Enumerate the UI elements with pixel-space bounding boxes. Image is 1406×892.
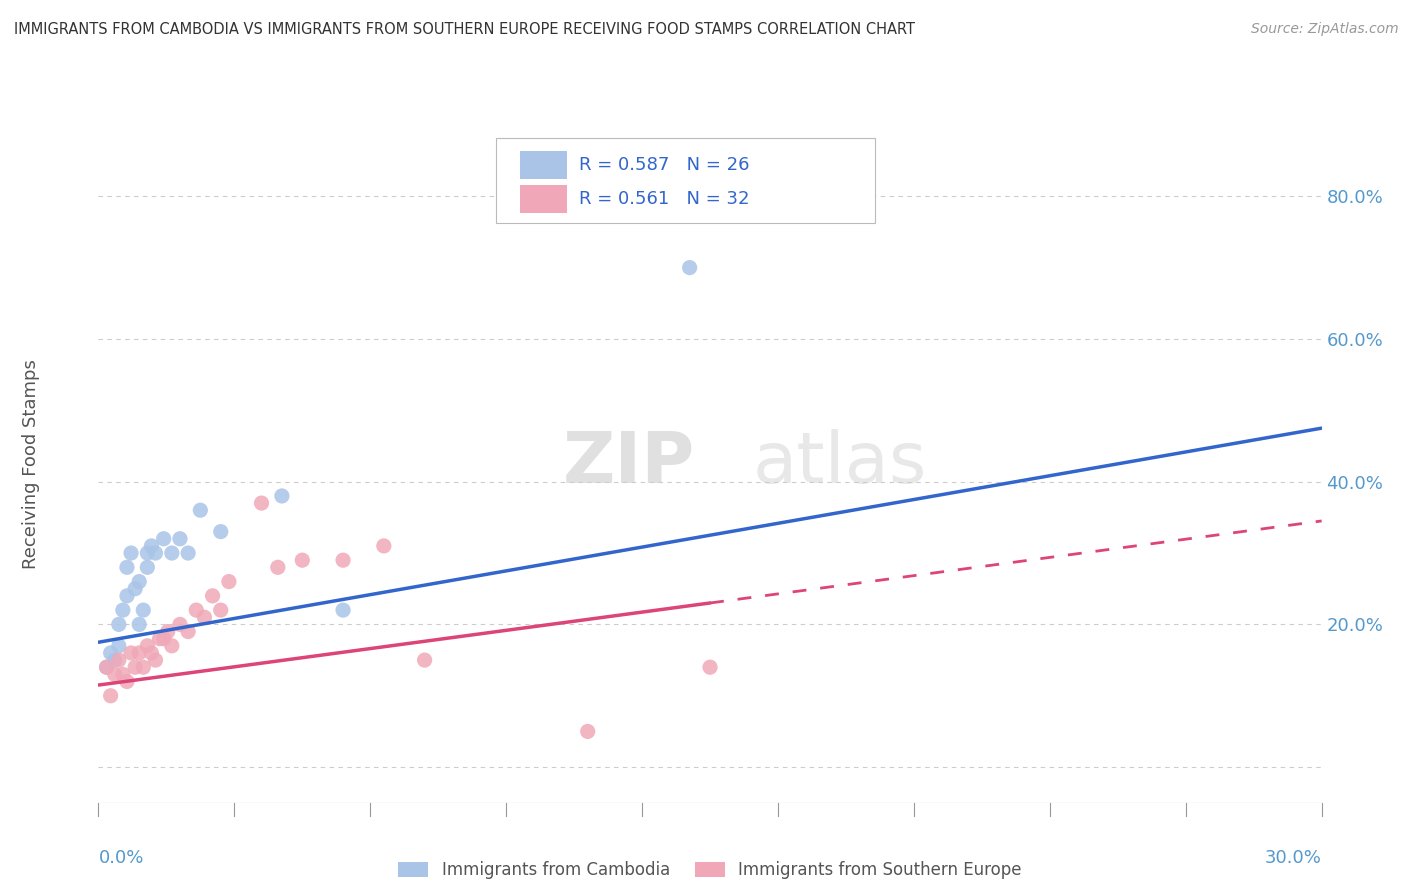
Text: 30.0%: 30.0% xyxy=(1265,849,1322,867)
Point xyxy=(136,546,159,560)
Point xyxy=(136,560,159,574)
Point xyxy=(152,632,174,646)
Point xyxy=(250,496,273,510)
Point xyxy=(128,646,150,660)
Point xyxy=(576,724,599,739)
Text: R = 0.561   N = 32: R = 0.561 N = 32 xyxy=(579,190,749,208)
Point xyxy=(156,624,179,639)
Point xyxy=(132,603,155,617)
Text: IMMIGRANTS FROM CAMBODIA VS IMMIGRANTS FROM SOUTHERN EUROPE RECEIVING FOOD STAMP: IMMIGRANTS FROM CAMBODIA VS IMMIGRANTS F… xyxy=(14,22,915,37)
Point xyxy=(332,553,354,567)
Point xyxy=(145,546,167,560)
Point xyxy=(132,660,155,674)
Point xyxy=(201,589,224,603)
Point xyxy=(332,603,354,617)
Point xyxy=(373,539,395,553)
Text: Source: ZipAtlas.com: Source: ZipAtlas.com xyxy=(1251,22,1399,37)
Point xyxy=(188,503,212,517)
Point xyxy=(218,574,240,589)
Text: atlas: atlas xyxy=(752,429,927,499)
Point xyxy=(111,603,134,617)
Point xyxy=(699,660,721,674)
Point xyxy=(96,660,118,674)
Text: 0.0%: 0.0% xyxy=(98,849,143,867)
Point xyxy=(104,667,127,681)
Point xyxy=(100,689,122,703)
Point xyxy=(141,539,163,553)
Point xyxy=(169,532,191,546)
Point xyxy=(267,560,290,574)
Point xyxy=(149,632,172,646)
Point xyxy=(120,646,142,660)
Point xyxy=(100,646,122,660)
Point xyxy=(145,653,167,667)
Text: ZIP: ZIP xyxy=(564,429,696,499)
Text: Receiving Food Stamps: Receiving Food Stamps xyxy=(22,359,41,569)
Point xyxy=(104,653,127,667)
Point xyxy=(169,617,191,632)
Point xyxy=(136,639,159,653)
Point xyxy=(141,646,163,660)
Point xyxy=(115,589,138,603)
FancyBboxPatch shape xyxy=(520,185,567,213)
Point xyxy=(111,667,134,681)
Point xyxy=(152,532,174,546)
Point xyxy=(115,560,138,574)
Point xyxy=(128,617,150,632)
Point xyxy=(160,546,183,560)
Point xyxy=(679,260,702,275)
Point xyxy=(108,617,131,632)
Point xyxy=(209,524,232,539)
Point xyxy=(120,546,142,560)
Point xyxy=(115,674,138,689)
FancyBboxPatch shape xyxy=(520,151,567,179)
Point xyxy=(108,639,131,653)
Point xyxy=(193,610,215,624)
Point xyxy=(96,660,118,674)
Point xyxy=(177,624,200,639)
Point xyxy=(186,603,208,617)
Point xyxy=(160,639,183,653)
Legend: Immigrants from Cambodia, Immigrants from Southern Europe: Immigrants from Cambodia, Immigrants fro… xyxy=(392,855,1028,886)
Point xyxy=(128,574,150,589)
Point xyxy=(124,582,146,596)
Point xyxy=(413,653,436,667)
Point xyxy=(124,660,146,674)
Point xyxy=(209,603,232,617)
Point xyxy=(108,653,131,667)
Point xyxy=(270,489,294,503)
Point xyxy=(177,546,200,560)
FancyBboxPatch shape xyxy=(496,138,875,223)
Point xyxy=(291,553,314,567)
Text: R = 0.587   N = 26: R = 0.587 N = 26 xyxy=(579,156,749,174)
